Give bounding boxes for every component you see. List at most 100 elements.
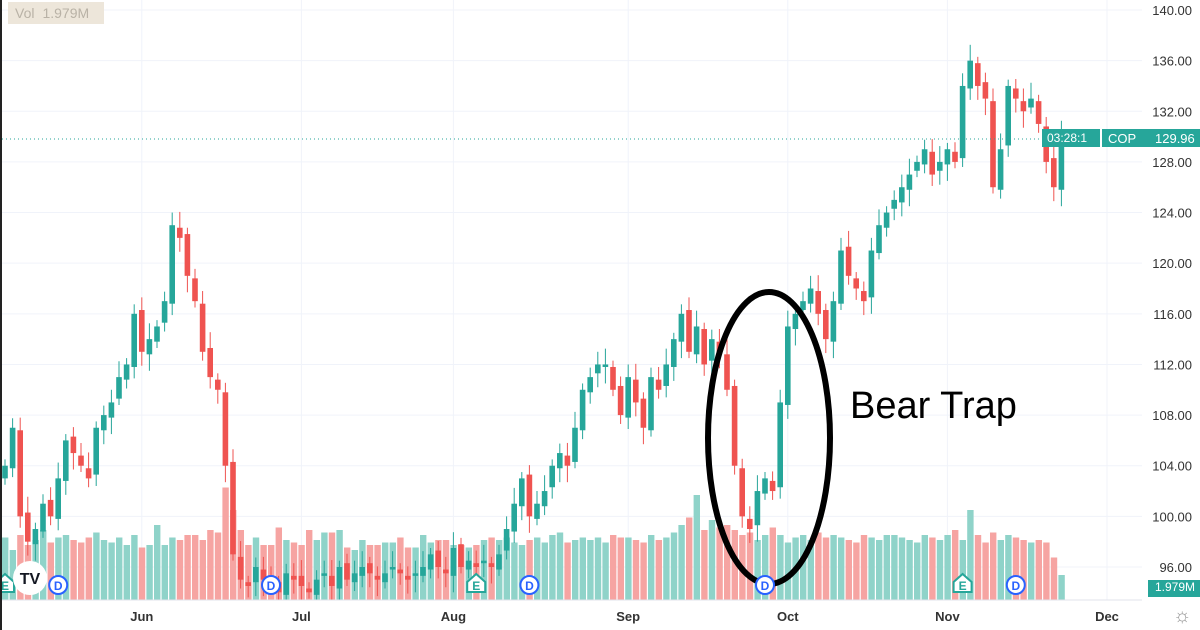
volume-bar [625,537,632,600]
candle-body [32,529,39,545]
volume-bar [1028,542,1035,600]
candle [481,544,487,578]
candle-body [739,468,745,517]
candle-body [731,385,738,466]
candle-body [47,499,54,517]
volume-bar [982,542,989,600]
candle-body [146,339,153,355]
candle-body [792,313,799,330]
volume-bar [769,527,776,600]
candle [215,373,221,404]
candle-body [557,453,563,469]
candle-body [1005,85,1011,146]
candle [2,459,8,485]
volume-bar [860,535,868,600]
volume-bar [199,540,206,600]
candle-body [610,366,616,390]
candle [427,548,434,579]
volume-bar [534,537,541,600]
dividend-marker[interactable]: D [1005,575,1026,595]
candle [306,582,312,599]
candle [253,557,259,597]
volume-bar [2,537,9,600]
candle [731,379,738,475]
candle-body [443,569,449,574]
candle-body [982,82,989,99]
candle-body [1028,98,1034,108]
candle [291,563,297,594]
volume-bar [93,532,100,600]
candle [245,575,251,598]
candle [101,405,107,445]
volume-bar [830,535,837,600]
earnings-marker[interactable]: E [2,572,15,593]
volume-legend: Vol 1.979M [8,2,105,24]
candle-body [1058,136,1065,190]
svg-text:D: D [54,579,63,593]
dividend-marker[interactable]: D [48,575,69,595]
volume-bar [678,525,685,600]
candle [686,297,692,359]
candle-body [1035,101,1042,124]
candle-body [450,548,457,576]
volume-bar [853,542,860,600]
candle [458,537,464,574]
y-tick-label: 128.00 [1152,155,1192,170]
volume-bar [78,542,85,600]
candle-body [344,563,350,580]
candle-body [336,567,343,589]
dividend-marker[interactable]: D [755,575,775,595]
candle [693,310,700,364]
volume-bar [655,540,662,600]
candle-body [769,480,776,492]
candle-body [572,427,578,462]
volume-bar [822,537,830,600]
candle [503,516,510,560]
candle [70,427,77,470]
candle [131,304,137,379]
candle-body [222,392,229,466]
volume-bar [85,537,92,600]
candle [754,475,761,542]
candle-body [260,569,267,580]
y-tick-label: 116.00 [1153,307,1192,322]
candle-body [427,554,434,570]
candle-body [63,440,69,481]
candle-body [526,474,533,517]
candle-body [245,582,251,586]
volume-bar [1020,540,1027,600]
volume-bar [883,535,890,600]
volume-bar [556,532,564,600]
candle-body [937,161,943,171]
candle-body [823,310,829,340]
dividend-marker[interactable]: D [261,575,281,595]
candle-body [1051,158,1057,188]
candle [169,212,175,316]
candle-body [465,560,472,570]
settings-gear-icon[interactable]: ☼ [1173,605,1192,627]
y-tick-label: 104.00 [1152,459,1192,474]
candle-body [534,503,540,519]
tradingview-logo[interactable]: TV [13,561,47,595]
earnings-marker[interactable]: E [466,572,487,593]
candle-body [785,326,791,405]
volume-bar [511,542,518,600]
candle [237,541,244,589]
volume-bar [701,530,708,600]
candle [351,560,358,592]
dividend-marker[interactable]: D [519,575,540,595]
candle [450,532,457,593]
earnings-marker[interactable]: E [952,572,973,593]
volume-bar [777,535,784,600]
candle [564,442,571,483]
volume-bar [594,537,602,600]
volume-bar [868,537,875,600]
candle [709,329,715,375]
x-axis: Jun Jul Aug Sep Oct Nov Dec [130,609,1119,624]
candle [595,351,601,388]
candle-body [2,465,8,479]
volume-bar [936,540,944,600]
candle [443,556,449,588]
